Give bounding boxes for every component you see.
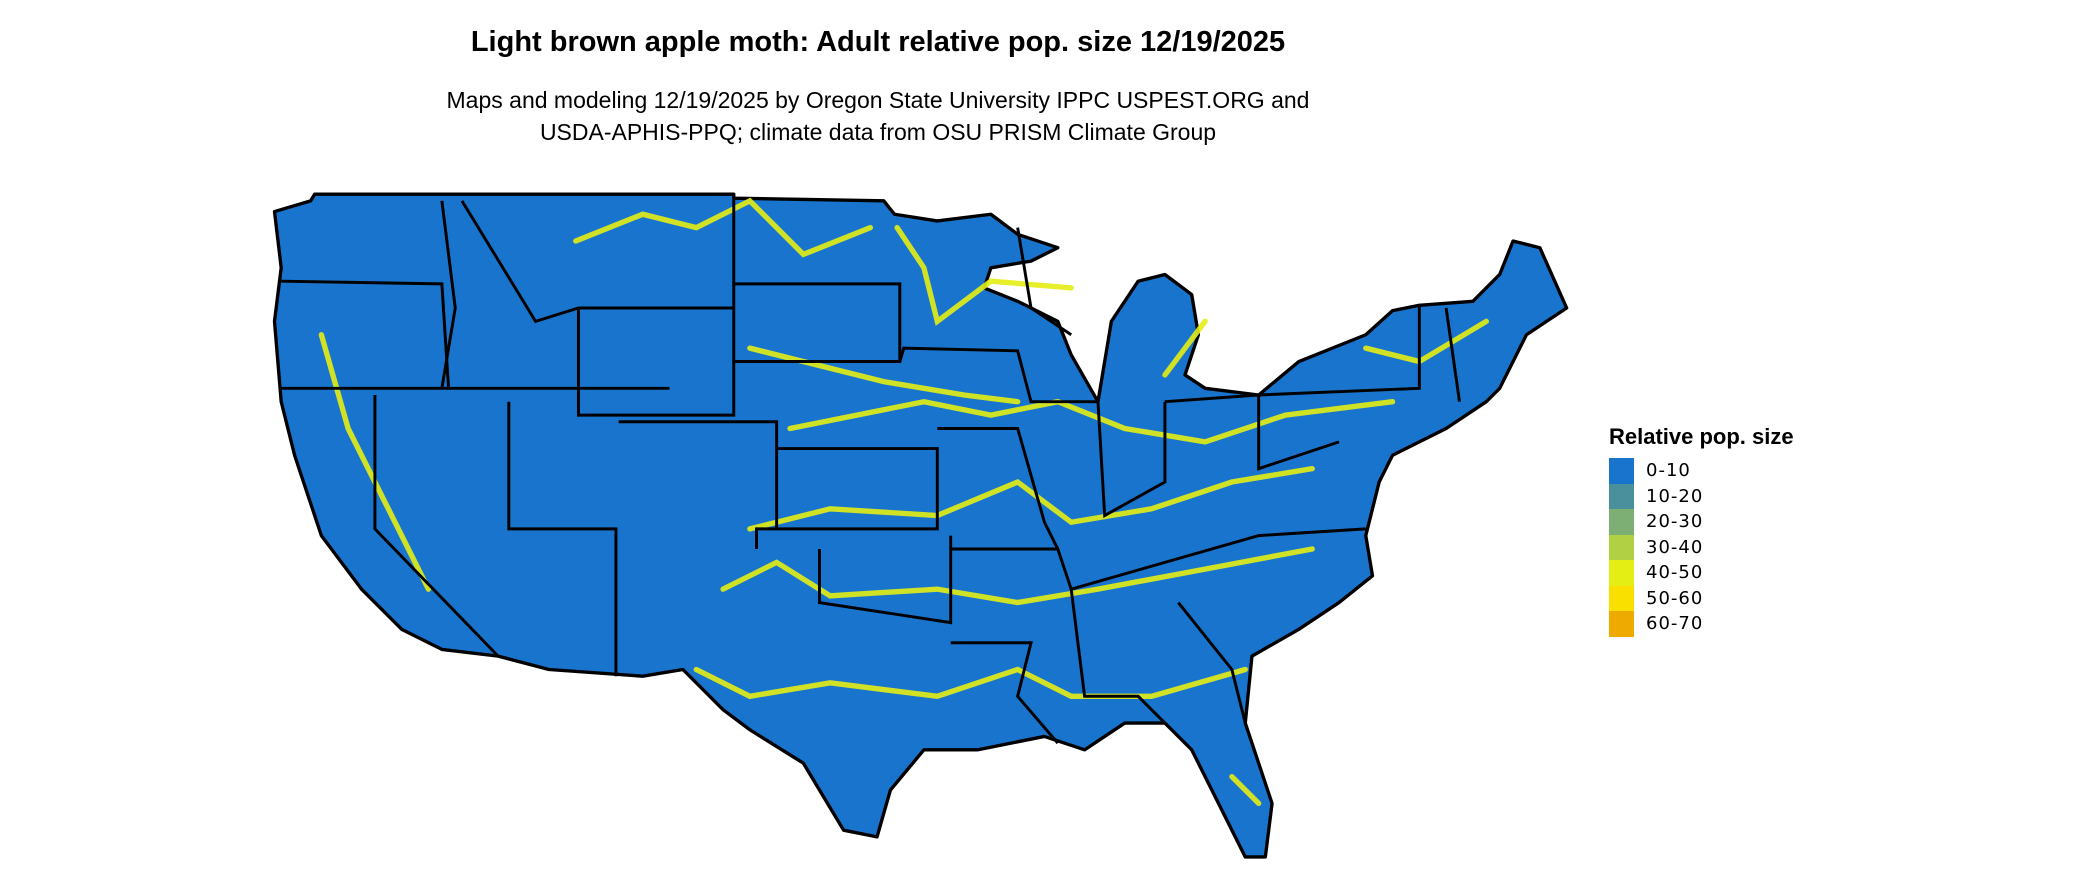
legend-label: 0-10 (1646, 460, 1691, 482)
legend-label: 10-20 (1646, 485, 1704, 507)
us-outline (272, 192, 1569, 859)
subtitle-line-1: Maps and modeling 12/19/2025 by Oregon S… (446, 87, 1310, 113)
legend: Relative pop. size 0-10 10-20 20-30 30-40 40… (1609, 424, 1794, 637)
legend-item: 60-70 (1609, 611, 1794, 637)
legend-swatch (1609, 534, 1634, 560)
legend-item: 40-50 (1609, 560, 1794, 586)
legend-label: 20-30 (1646, 511, 1704, 533)
legend-title: Relative pop. size (1609, 424, 1794, 449)
legend-swatch (1609, 585, 1634, 611)
legend-item: 30-40 (1609, 534, 1794, 560)
legend-swatch (1609, 509, 1634, 535)
legend-label: 60-70 (1646, 613, 1704, 635)
legend-label: 40-50 (1646, 562, 1704, 584)
legend-item: 50-60 (1609, 585, 1794, 611)
legend-swatch (1609, 611, 1634, 637)
map-title: Light brown apple moth: Adult relative p… (470, 26, 1286, 58)
state-borders (281, 198, 1461, 745)
legend-swatch (1609, 560, 1634, 586)
subtitle-line-2: USDA-APHIS-PPQ; climate data from OSU PR… (539, 119, 1217, 145)
legend-swatch (1609, 458, 1634, 484)
legend-swatch (1609, 483, 1634, 509)
legend-item: 0-10 (1609, 458, 1794, 484)
legend-label: 50-60 (1646, 587, 1704, 609)
legend-label: 30-40 (1646, 536, 1704, 558)
legend-item: 20-30 (1609, 509, 1794, 535)
map-subtitle: Maps and modeling 12/19/2025 by Oregon S… (0, 84, 1756, 148)
legend-item: 10-20 (1609, 483, 1794, 509)
